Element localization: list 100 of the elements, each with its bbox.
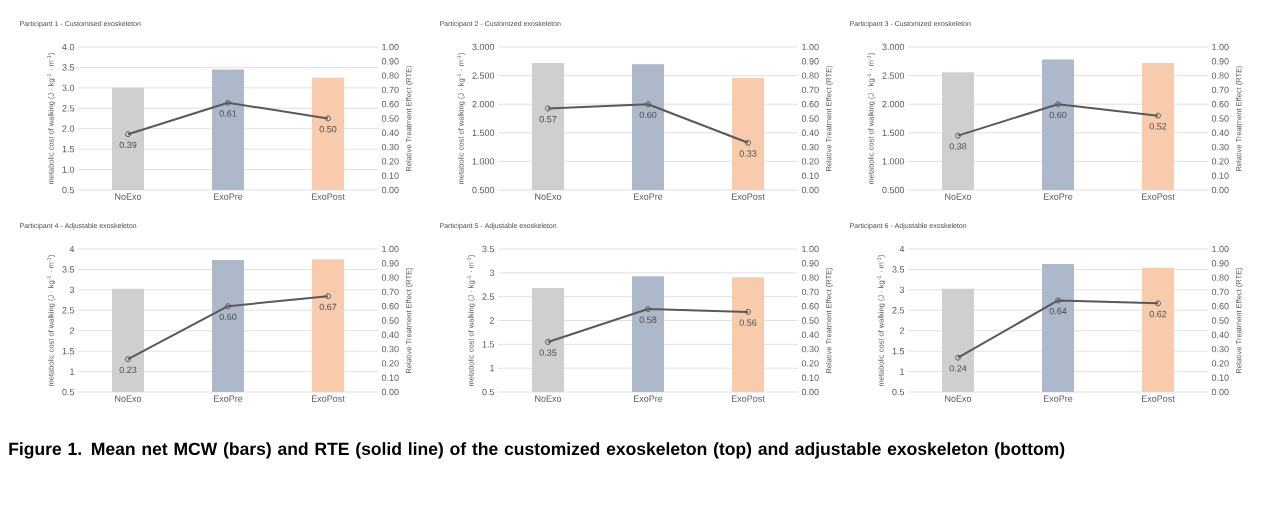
y-tick-label: 0.5 — [482, 388, 495, 396]
y-tick-label: 4 — [69, 245, 75, 253]
y2-tick-label: 0.30 — [1211, 345, 1229, 353]
point — [1055, 101, 1062, 108]
y2-tick-label: 0.80 — [801, 274, 819, 281]
y-tick-label: 1.5 — [482, 341, 495, 348]
y-tick-label: 0.5 — [62, 186, 75, 194]
y2-tick-label: 0.40 — [1211, 331, 1229, 338]
x-tick-label: ExoPre — [213, 193, 243, 200]
y-tick-label: 3 — [69, 286, 75, 294]
y2-tick-label: 0.80 — [1211, 274, 1229, 281]
y2-tick-label: 0.30 — [1211, 143, 1229, 151]
y2-tick-label: 0.00 — [381, 186, 399, 194]
x-tick-label: NoExo — [945, 395, 972, 402]
y2-tick-label: 0.90 — [801, 260, 819, 267]
point — [645, 101, 652, 108]
y-tick-label: 2.000 — [472, 101, 495, 108]
point — [645, 306, 652, 313]
x-tick-label: ExoPre — [1043, 395, 1073, 402]
data-label: 0.39 — [119, 141, 137, 149]
y-tick-label: 2 — [899, 327, 905, 334]
y2-tick-label: 0.10 — [381, 172, 399, 179]
point — [225, 303, 231, 310]
y-tick-label: 2.500 — [472, 72, 495, 79]
data-label: 0.50 — [319, 126, 337, 133]
x-tick-label: ExoPre — [633, 395, 663, 402]
y-tick-label: 3.0 — [62, 84, 75, 92]
y2-tick-label: 0.40 — [1211, 129, 1229, 136]
y2-tick-label: 0.40 — [801, 129, 819, 136]
y2-tick-label: 0.60 — [381, 303, 399, 310]
y2-tick-label: 0.20 — [801, 360, 819, 367]
y-tick-label: 3.000 — [882, 43, 905, 51]
data-label: 0.60 — [1049, 111, 1067, 119]
y-tick-label: 0.500 — [882, 186, 905, 194]
y2-tick-label: 0.50 — [381, 317, 399, 324]
y-tick-label: 3.5 — [892, 266, 905, 273]
x-tick-label: ExoPost — [311, 193, 345, 200]
y2-tick-label: 0.20 — [801, 158, 819, 165]
y2-tick-label: 1.00 — [802, 245, 819, 253]
y2-tick-label: 0.60 — [1211, 101, 1229, 108]
y2-tick-label: 0.50 — [1211, 317, 1229, 324]
x-tick-label: NoExo — [115, 395, 142, 402]
y2-tick-label: 0.30 — [801, 143, 819, 151]
data-label: 0.56 — [739, 319, 757, 326]
y2-tick-label: 0.20 — [381, 360, 399, 367]
x-tick-label: ExoPost — [1141, 395, 1175, 402]
y2-tick-label: 0.80 — [381, 72, 399, 79]
y-tick-label: 2.0 — [62, 125, 75, 132]
y-tick-label: 2.5 — [62, 307, 75, 314]
data-label: 0.60 — [639, 111, 657, 119]
y-tick-label: 2 — [69, 327, 75, 334]
y2-tick-label: 0.90 — [801, 58, 819, 65]
y2-tick-label: 0.00 — [801, 388, 819, 396]
data-label: 0.61 — [219, 110, 237, 117]
y-tick-label: 2.000 — [882, 101, 905, 108]
y-tick-label: 1 — [900, 368, 905, 375]
y2-tick-label: 0.30 — [801, 345, 819, 353]
point — [225, 99, 231, 106]
y2-tick-label: 0.10 — [801, 172, 819, 179]
y-tick-label: 1.500 — [882, 129, 905, 136]
y-tick-label: 1 — [490, 365, 495, 372]
y2-tick-label: 0.20 — [1211, 360, 1229, 367]
x-tick-label: ExoPre — [1043, 193, 1073, 200]
y-tick-label: 2.5 — [482, 293, 495, 300]
y-tick-label: 3.5 — [482, 245, 495, 253]
y-tick-label: 0.500 — [472, 186, 495, 194]
y2-tick-label: 0.00 — [801, 186, 819, 194]
y2-tick-label: 0.20 — [1211, 158, 1229, 165]
y-tick-label: 1.5 — [62, 146, 75, 153]
y2-tick-label: 0.40 — [381, 129, 399, 136]
data-label: 0.38 — [949, 143, 967, 150]
data-label: 0.23 — [119, 366, 137, 374]
x-tick-label: ExoPost — [731, 193, 765, 200]
x-tick-label: ExoPre — [633, 193, 663, 200]
y2-tick-label: 1.00 — [382, 245, 399, 253]
x-tick-label: ExoPost — [1141, 193, 1175, 200]
y-tick-label: 2.5 — [62, 105, 75, 112]
y2-tick-label: 0.70 — [801, 288, 819, 296]
y2-tick-label: 0.60 — [1211, 303, 1229, 310]
x-tick-label: NoExo — [115, 193, 142, 200]
y2-tick-label: 0.50 — [381, 115, 399, 122]
y2-tick-label: 0.70 — [381, 86, 399, 94]
y2-tick-label: 0.80 — [801, 72, 819, 79]
y2-tick-label: 0.60 — [381, 101, 399, 108]
y-tick-label: 3.5 — [62, 64, 75, 71]
y-tick-label: 2 — [489, 317, 495, 324]
y2-tick-label: 0.00 — [381, 388, 399, 396]
x-tick-label: ExoPre — [213, 395, 243, 402]
x-tick-label: ExoPost — [731, 395, 765, 402]
y2-tick-label: 0.30 — [381, 345, 399, 353]
x-tick-label: NoExo — [535, 193, 562, 200]
y2-tick-label: 1.00 — [1212, 245, 1229, 253]
x-tick-label: NoExo — [945, 193, 972, 200]
y2-tick-label: 0.90 — [1211, 260, 1229, 267]
y-tick-label: 1.500 — [472, 129, 495, 136]
y-tick-label: 1.5 — [62, 348, 75, 355]
data-label: 0.62 — [1149, 310, 1167, 318]
y-tick-label: 1.5 — [892, 348, 905, 355]
y-tick-label: 0.5 — [62, 388, 75, 396]
y-tick-label: 1.0 — [62, 166, 75, 173]
